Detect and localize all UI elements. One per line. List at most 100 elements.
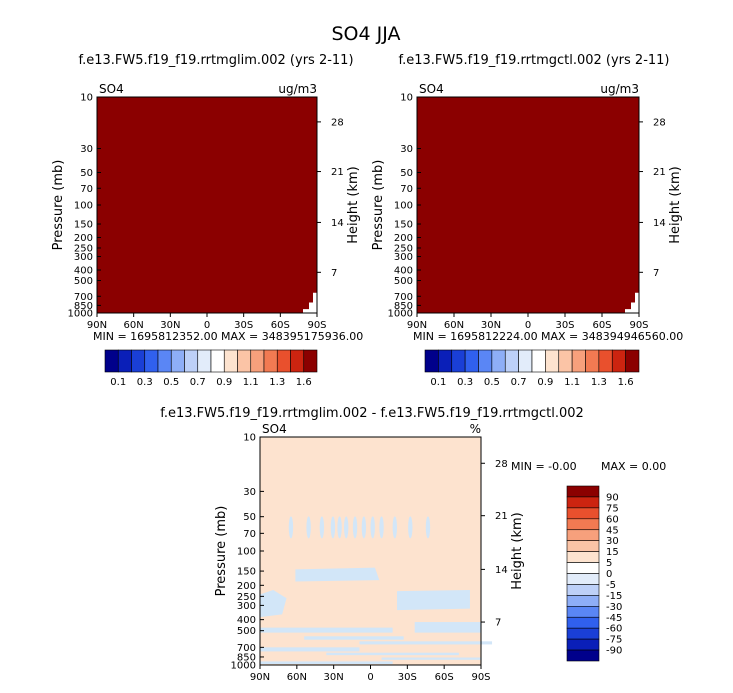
y-tick-label: 400	[74, 266, 93, 277]
x-tick-label: 0	[204, 320, 210, 331]
y-tick-label: 70	[400, 184, 413, 195]
y-tick-label: 70	[80, 184, 93, 195]
colorbar-box	[210, 349, 225, 373]
colorbar-box	[566, 507, 600, 520]
colorbar-label: 0.3	[137, 377, 153, 388]
colorbar-box	[276, 349, 291, 373]
y-tick-label: 400	[394, 266, 413, 277]
diff-patch	[260, 627, 393, 633]
colorbar-box	[438, 349, 453, 373]
diff-patch	[397, 590, 470, 611]
colorbar-label: 45	[606, 525, 619, 536]
y-tick-label: 150	[394, 220, 413, 231]
colorbar-label: 0.5	[484, 377, 500, 388]
chart-title: f.e13.FW5.f19_f19.rrtmgctl.002 (yrs 2-11…	[398, 53, 669, 68]
colorbar-box	[491, 349, 506, 373]
variable-label: SO4	[419, 82, 444, 96]
diff-patch	[319, 516, 325, 539]
diff-patch	[288, 516, 294, 539]
y2-axis-label: Height (km)	[346, 166, 361, 243]
colorbar-box	[566, 606, 600, 618]
diff-patch	[408, 516, 413, 539]
diff-patch	[304, 636, 404, 640]
colorbar-label: 1.3	[591, 377, 607, 388]
y-tick-label: 100	[74, 201, 93, 212]
y-tick-label: 300	[237, 601, 256, 612]
colorbar-box	[566, 529, 600, 541]
diff-patch	[414, 622, 481, 633]
y-tick-label: 100	[394, 201, 413, 212]
colorbar-label: 0.1	[110, 377, 126, 388]
colorbar-label: 90	[606, 492, 619, 503]
colorbar-label: 75	[606, 503, 619, 514]
y-tick-label: 250	[237, 592, 256, 603]
y-tick-label: 30	[243, 487, 256, 498]
y-tick-label: 300	[394, 252, 413, 263]
y-tick-label: 850	[74, 301, 93, 312]
x-tick-label: 60S	[271, 320, 290, 331]
colorbar-box	[104, 349, 119, 373]
chart-p1: f.e13.FW5.f19_f19.rrtmglim.002 (yrs 2-11…	[51, 53, 363, 388]
y-tick-label: 850	[394, 301, 413, 312]
colorbar-label: -30	[606, 602, 622, 613]
colorbar-box	[424, 349, 439, 373]
colorbar-label: -90	[606, 646, 622, 657]
y-tick-label: 10	[400, 93, 413, 104]
y-axis-label: Pressure (mb)	[51, 160, 66, 251]
y-tick-label: 700	[237, 643, 256, 654]
diff-patch	[330, 516, 336, 539]
diff-patch	[359, 641, 493, 645]
colorbar-label: 60	[606, 514, 619, 525]
colorbar: 0.1 0.3 0.5 0.7 0.9 1.1 1.3 1.6	[104, 349, 318, 388]
colorbar-box	[170, 349, 185, 373]
colorbar-box	[625, 349, 640, 373]
colorbar-box	[566, 496, 600, 509]
colorbar-box	[144, 349, 159, 373]
colorbar-box	[566, 627, 600, 640]
y-tick-label: 30	[400, 144, 413, 155]
colorbar-label: -15	[606, 591, 622, 602]
colorbar-label: -5	[606, 580, 616, 591]
variable-label: SO4	[262, 422, 287, 436]
unit-label: ug/m3	[278, 82, 317, 96]
colorbar-label: 0.9	[216, 377, 232, 388]
colorbar-box	[545, 349, 560, 373]
y2-tick-label: 28	[331, 117, 344, 128]
y-tick-label: 10	[80, 93, 93, 104]
diff-patch	[260, 590, 287, 618]
y-tick-label: 250	[394, 243, 413, 254]
y-tick-label: 300	[74, 252, 93, 263]
y-tick-label: 10	[243, 433, 256, 444]
x-tick-label: 30S	[234, 320, 253, 331]
x-tick-label: 90N	[87, 320, 107, 331]
colorbar-label: 0.7	[511, 377, 527, 388]
colorbar-label: -45	[606, 613, 622, 624]
colorbar-box	[566, 584, 600, 596]
colorbar-label: 30	[606, 536, 619, 547]
y-tick-label: 70	[243, 529, 256, 540]
colorbar-box	[157, 349, 172, 373]
diff-patch	[370, 516, 375, 539]
y2-tick-label: 14	[653, 218, 666, 229]
colorbar-label: 1.1	[564, 377, 580, 388]
chart-p3: f.e13.FW5.f19_f19.rrtmglim.002 - f.e13.F…	[160, 406, 666, 683]
y-tick-label: 50	[400, 168, 413, 179]
y-tick-label: 250	[74, 243, 93, 254]
colorbar-box	[566, 485, 600, 498]
colorbar-box	[585, 349, 600, 373]
colorbar-label: 1.3	[269, 377, 285, 388]
x-tick-label: 90S	[471, 672, 490, 683]
y-tick-label: 700	[394, 292, 413, 303]
colorbar-box	[518, 349, 533, 373]
colorbar-box	[504, 349, 519, 373]
x-tick-label: 90N	[250, 672, 270, 683]
colorbar-box	[197, 349, 212, 373]
colorbar-box	[566, 551, 600, 563]
diff-patch	[326, 652, 459, 656]
unit-label: ug/m3	[600, 82, 639, 96]
colorbar-box	[558, 349, 573, 373]
min-label: MIN = 1695812352.00	[93, 330, 218, 343]
y2-tick-label: 28	[653, 117, 666, 128]
variable-label: SO4	[99, 82, 124, 96]
